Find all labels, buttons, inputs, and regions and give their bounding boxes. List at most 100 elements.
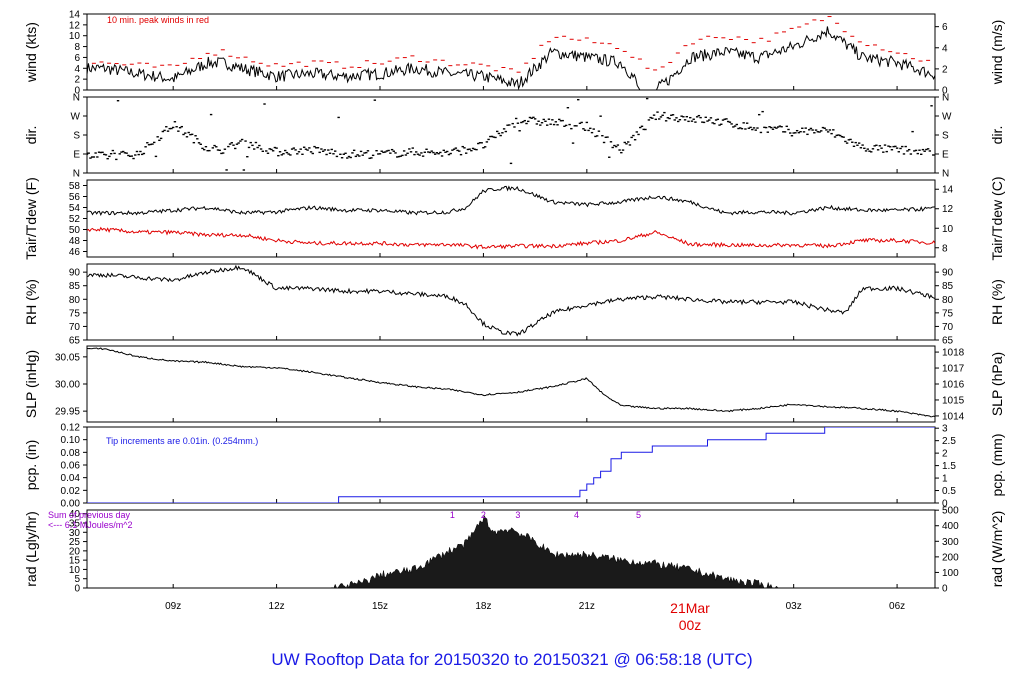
direction-point bbox=[480, 142, 483, 144]
direction-point bbox=[782, 131, 785, 133]
direction-point bbox=[918, 149, 921, 151]
direction-point bbox=[192, 141, 196, 144]
direction-point bbox=[735, 123, 738, 126]
direction-point bbox=[153, 141, 156, 144]
direction-point bbox=[121, 150, 125, 153]
direction-point bbox=[558, 118, 561, 121]
y-right-label: pcp. (mm) bbox=[989, 434, 1005, 497]
direction-point bbox=[256, 146, 259, 149]
y-left-tick-label: 8 bbox=[74, 42, 80, 53]
direction-point bbox=[752, 127, 756, 129]
direction-point bbox=[290, 148, 294, 150]
direction-point bbox=[575, 125, 578, 127]
y-right-tick-label: S bbox=[942, 131, 949, 142]
y-left-label: dir. bbox=[23, 126, 39, 145]
direction-point bbox=[511, 122, 514, 125]
direction-point bbox=[585, 121, 589, 124]
direction-point bbox=[857, 142, 861, 144]
panel-frame bbox=[86, 179, 936, 258]
direction-point bbox=[175, 126, 178, 128]
y-right-tick-label: 70 bbox=[942, 322, 954, 333]
panel-body bbox=[87, 16, 935, 90]
direction-point bbox=[490, 135, 494, 138]
direction-point bbox=[315, 147, 318, 149]
direction-point bbox=[365, 151, 368, 154]
direction-point bbox=[321, 150, 325, 152]
direction-point bbox=[151, 143, 154, 145]
y-right-label: Tair/Tdew (C) bbox=[989, 176, 1005, 260]
direction-point bbox=[842, 136, 845, 138]
direction-point bbox=[101, 151, 104, 154]
y-right-tick-label: 85 bbox=[942, 281, 954, 292]
direction-point bbox=[894, 145, 897, 148]
y-left-label: SLP (inHg) bbox=[23, 350, 39, 418]
direction-point bbox=[168, 127, 171, 130]
direction-point bbox=[726, 120, 730, 123]
rad-marker: 4 bbox=[574, 510, 579, 520]
panel-body bbox=[87, 347, 935, 418]
direction-point bbox=[470, 149, 473, 152]
y-right-tick-label: 80 bbox=[942, 295, 954, 306]
direction-point bbox=[147, 144, 151, 146]
direction-point bbox=[851, 141, 854, 143]
direction-point bbox=[545, 124, 549, 126]
direction-point bbox=[618, 149, 621, 151]
y-left-tick-label: S bbox=[73, 131, 80, 142]
direction-point bbox=[284, 149, 287, 152]
direction-point bbox=[840, 135, 844, 138]
panel-body bbox=[87, 514, 935, 588]
direction-point bbox=[518, 130, 521, 132]
y-left-tick-label: 10 bbox=[69, 31, 81, 42]
direction-point bbox=[166, 130, 170, 132]
direction-point bbox=[451, 149, 454, 151]
direction-point bbox=[849, 138, 852, 141]
panel-frame bbox=[86, 345, 936, 423]
direction-point bbox=[733, 125, 737, 127]
direction-point bbox=[621, 149, 625, 151]
direction-point bbox=[778, 125, 782, 127]
direction-point bbox=[785, 125, 788, 128]
direction-point bbox=[487, 138, 490, 141]
direction-point bbox=[96, 156, 99, 158]
direction-point bbox=[473, 148, 477, 151]
direction-point bbox=[354, 155, 358, 158]
direction-point bbox=[901, 145, 904, 148]
direction-point bbox=[171, 126, 175, 129]
rad-annotation-line: <--- 6.1 MJoules/m^2 bbox=[48, 520, 133, 530]
direction-point bbox=[223, 148, 227, 150]
panel-pcp: 0.00 0.02 0.040.06 0.08 0.100.12 0 0.51 1.52 2.5… bbox=[23, 423, 1005, 510]
direction-point bbox=[794, 132, 797, 134]
direction-point bbox=[344, 152, 347, 154]
direction-points bbox=[87, 97, 935, 171]
direction-point bbox=[115, 158, 118, 161]
direction-point bbox=[716, 118, 720, 121]
direction-point bbox=[887, 145, 890, 147]
peak-wind-marks bbox=[91, 16, 931, 73]
direction-point bbox=[332, 153, 335, 155]
y-right-tick-label: N bbox=[942, 169, 949, 180]
direction-point bbox=[456, 149, 459, 152]
direction-point bbox=[306, 149, 309, 151]
direction-point bbox=[273, 146, 277, 149]
direction-point bbox=[421, 155, 425, 157]
y-left-tick-label: 30.00 bbox=[55, 380, 80, 391]
direction-point bbox=[556, 124, 559, 126]
y-left-label: pcp. (in) bbox=[23, 440, 39, 491]
direction-point bbox=[87, 153, 89, 155]
direction-point bbox=[401, 154, 404, 157]
direction-point bbox=[351, 152, 354, 154]
direction-point bbox=[442, 149, 445, 152]
direction-point bbox=[520, 121, 523, 124]
direction-point bbox=[668, 117, 671, 120]
direction-point bbox=[833, 136, 837, 138]
direction-point bbox=[254, 141, 258, 144]
direction-point bbox=[109, 152, 113, 155]
y-left-tick-label: 30.05 bbox=[55, 352, 80, 363]
direction-point bbox=[799, 130, 802, 133]
direction-point bbox=[609, 141, 613, 143]
date-marker: 21Mar 00z bbox=[670, 600, 710, 633]
direction-point bbox=[404, 154, 408, 156]
direction-point bbox=[301, 153, 304, 156]
direction-point bbox=[266, 152, 270, 154]
